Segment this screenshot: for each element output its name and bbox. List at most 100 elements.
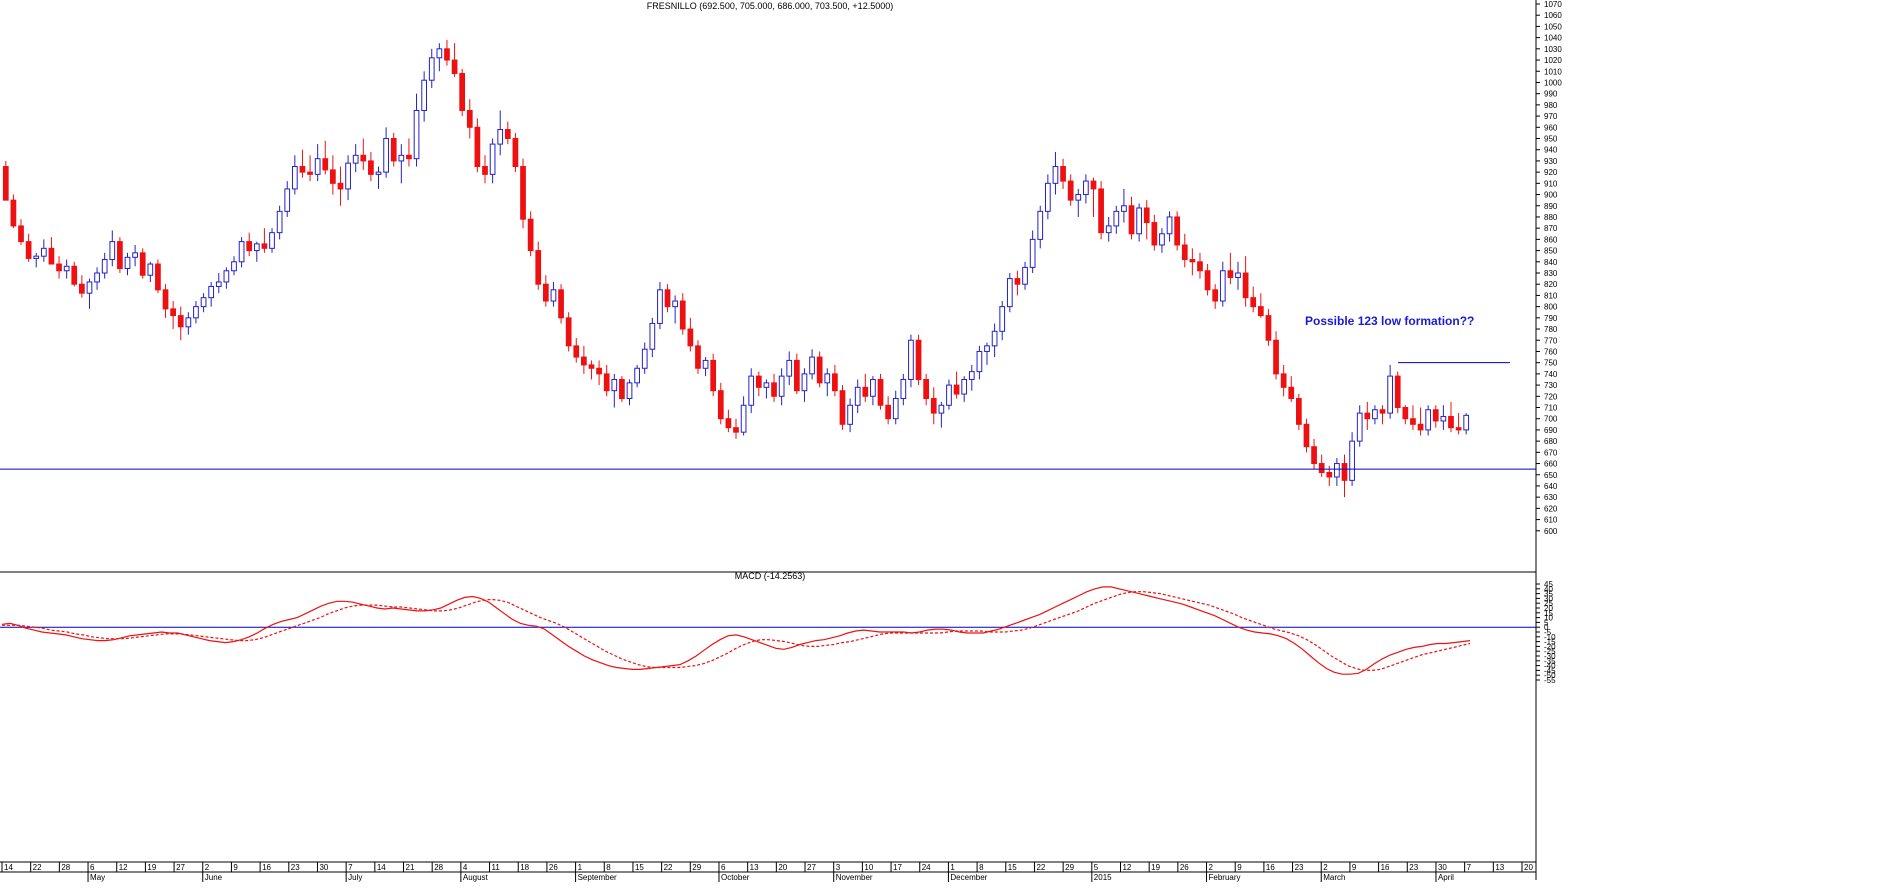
date-tick-label: 29 [692,863,701,872]
date-tick-label: 21 [406,863,415,872]
candle-body [360,154,367,162]
date-tick-label: 26 [1180,863,1189,872]
macd-tick-label: -10 [1544,633,1556,642]
date-tick-label: 18 [520,863,529,872]
date-tick-label: 28 [434,863,443,872]
macd-main-line [1,586,1471,675]
price-tick-label: 720 [1544,392,1558,401]
macd-tick-label: 30 [1544,594,1553,603]
candle-body [657,289,663,324]
candle-body [854,386,861,406]
candle-body [1022,266,1028,285]
candle-body [702,359,709,369]
date-tick-label: 14 [377,863,386,872]
date-tick-label: 16 [262,863,271,872]
date-tick-label: 10 [864,863,873,872]
price-tick-label: 600 [1544,527,1558,536]
candle-body [710,359,717,392]
price-tick-label: 660 [1544,460,1558,469]
candle-body [596,367,602,375]
price-tick-label: 790 [1544,314,1558,323]
candle-body [1265,315,1272,341]
candle-body [1402,407,1409,420]
candle-body [1250,297,1257,308]
price-tick-label: 610 [1544,516,1558,525]
macd-signal-line [2,591,1471,672]
candle-body [1372,409,1378,420]
candle-body [900,378,907,400]
candle-body [1280,373,1287,388]
date-tick-label: 2 [205,863,210,872]
date-tick-label: 7 [1467,863,1472,872]
candle-body [40,247,47,257]
date-tick-label: 2 [1209,863,1214,872]
candle-body [185,317,192,328]
candle-body [870,378,876,397]
price-tick-label: 630 [1544,493,1558,502]
candle-body [1090,180,1097,190]
price-tick-label: 620 [1544,504,1558,513]
candle-body [1006,278,1013,308]
macd-tick-label: 15 [1544,609,1553,618]
price-tick-label: 670 [1544,448,1558,457]
date-tick-label: 3 [836,863,841,872]
date-tick-label: 19 [147,863,156,872]
candle-body [1159,233,1165,246]
price-tick-label: 950 [1544,135,1558,144]
date-tick-label: 6 [721,863,726,872]
price-tick-label: 1040 [1544,34,1562,43]
candle-body [71,265,78,285]
candle-body [816,356,823,384]
price-tick-label: 830 [1544,269,1558,278]
candle-body [946,384,952,406]
macd-tick-label: -40 [1544,662,1556,671]
candle-body [809,356,815,375]
candle-body [1166,216,1173,235]
candle-body [1143,207,1150,224]
price-tick-label: 740 [1544,370,1558,379]
candle-body [193,306,199,319]
candle-body [641,348,648,369]
candle-body [877,378,884,406]
candle-body [155,263,161,291]
candle-body [885,404,891,420]
date-tick-label: 22 [33,863,42,872]
candle-body [139,252,146,276]
month-label: September [578,873,617,882]
candle-body [497,129,504,145]
price-axis: 600 610 620 630 640 650 660 670 680 690 700 710 720 7… [1536,0,1562,536]
date-tick-label: 23 [291,863,300,872]
price-candles [2,39,1470,498]
date-tick-label: 13 [750,863,759,872]
chart-annotation: Possible 123 low formation?? [1305,314,1474,328]
price-tick-label: 890 [1544,202,1558,211]
candle-body [284,188,291,212]
candle-body [261,243,268,249]
candle-body [999,306,1006,332]
candle-body [1417,423,1424,431]
candle-body [1394,375,1401,409]
month-label: June [205,873,223,882]
candle-body [25,241,32,259]
date-tick-label: 19 [1151,863,1160,872]
date-tick-label: 22 [664,863,673,872]
candle-body [1334,463,1340,478]
candle-body [1113,210,1120,227]
date-tick-label: 1 [950,863,955,872]
candle-body [581,356,587,366]
candle-body [421,79,428,111]
candle-body [215,281,222,287]
candle-body [368,160,374,175]
price-tick-label: 1020 [1544,56,1562,65]
candle-body [117,241,123,270]
date-axis: 14 22 28 6 12 19 27 2 9 16 23 30 7 14 21 28 4 11 18 26 1 8 15 2… [0,861,1536,882]
candle-body [1204,270,1211,291]
candle-body [10,199,17,227]
candle-body [1044,182,1051,212]
candle-body [1029,238,1036,268]
candle-body [1037,210,1044,240]
date-tick-label: 28 [61,863,70,872]
candle-body [1364,412,1371,420]
